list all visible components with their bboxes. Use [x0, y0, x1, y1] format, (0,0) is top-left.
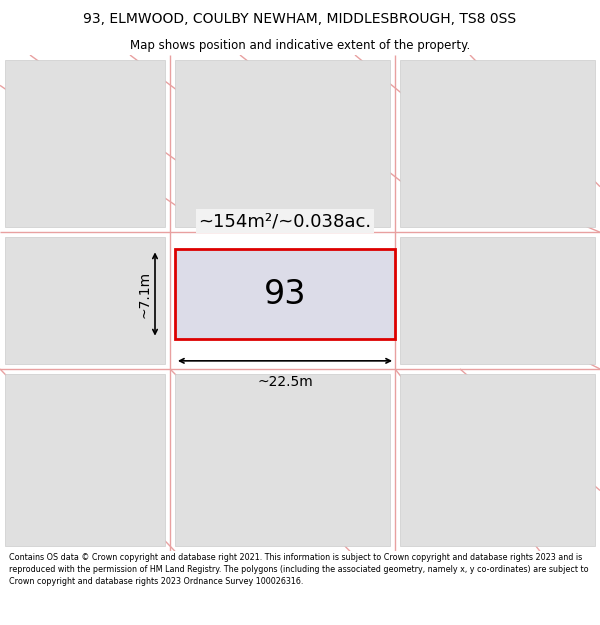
Text: ~7.1m: ~7.1m — [138, 271, 152, 318]
Bar — [400, 238, 595, 364]
Bar — [5, 374, 165, 546]
Bar — [5, 60, 165, 227]
Text: ~22.5m: ~22.5m — [257, 375, 313, 389]
Text: Map shows position and indicative extent of the property.: Map shows position and indicative extent… — [130, 39, 470, 51]
Bar — [175, 60, 390, 227]
Text: 93: 93 — [264, 278, 306, 311]
Bar — [175, 374, 390, 546]
Bar — [400, 374, 595, 546]
Bar — [175, 249, 395, 339]
Bar — [400, 60, 595, 227]
Bar — [5, 238, 165, 364]
Text: Contains OS data © Crown copyright and database right 2021. This information is : Contains OS data © Crown copyright and d… — [9, 554, 589, 586]
Text: ~154m²/~0.038ac.: ~154m²/~0.038ac. — [199, 212, 371, 230]
Bar — [175, 249, 395, 339]
Text: 93, ELMWOOD, COULBY NEWHAM, MIDDLESBROUGH, TS8 0SS: 93, ELMWOOD, COULBY NEWHAM, MIDDLESBROUG… — [83, 12, 517, 26]
